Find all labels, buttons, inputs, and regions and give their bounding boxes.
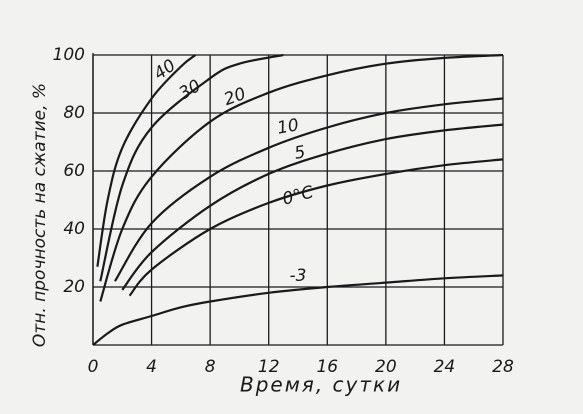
x-tick-label: 28 (492, 357, 514, 377)
curve (99, 53, 284, 282)
curve (92, 274, 504, 346)
curve (128, 158, 504, 297)
y-tick-label: 80 (63, 103, 85, 123)
y-tick-label: 20 (63, 277, 85, 297)
series-label: 5 (293, 142, 307, 164)
x-tick-label: 16 (316, 357, 338, 377)
series-label: -3 (290, 266, 307, 286)
x-tick-label: 24 (434, 357, 456, 377)
x-tick-label: 0 (88, 357, 99, 377)
x-tick-label: 4 (146, 357, 157, 377)
x-tick-label: 8 (205, 357, 216, 377)
curve (96, 54, 197, 267)
x-tick-label: 12 (258, 357, 280, 377)
y-tick-label: 60 (63, 161, 85, 181)
curve (99, 53, 504, 302)
y-tick-label: 100 (53, 45, 85, 65)
y-tick-label: 40 (63, 219, 85, 239)
x-tick-label: 20 (375, 357, 397, 377)
x-axis-label: Время, сутки (240, 373, 402, 397)
curve (121, 123, 504, 291)
series-label: 10 (276, 115, 301, 138)
y-axis-label: Отн. прочность на сжатие, % (30, 83, 50, 347)
curve (114, 97, 504, 282)
